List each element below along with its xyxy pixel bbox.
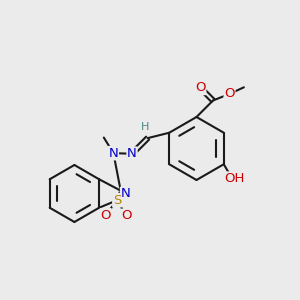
Text: OH: OH	[224, 172, 245, 185]
Text: O: O	[195, 81, 206, 94]
Text: O: O	[121, 209, 131, 222]
Text: S: S	[113, 194, 121, 207]
Text: N: N	[121, 188, 130, 200]
Text: N: N	[109, 147, 118, 160]
Text: N: N	[127, 147, 137, 160]
Text: O: O	[100, 209, 111, 222]
Text: O: O	[224, 87, 235, 101]
Text: H: H	[141, 122, 149, 132]
